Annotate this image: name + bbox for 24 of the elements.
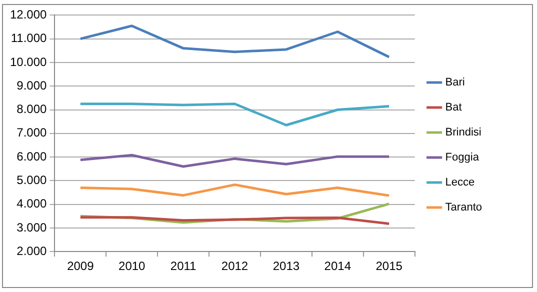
x-tick-label: 2012: [221, 259, 248, 274]
legend-label: Lecce: [445, 176, 475, 189]
x-tick-label: 2009: [67, 259, 94, 274]
y-tick-label: 5.000: [16, 172, 48, 187]
y-tick-label: 12.000: [10, 8, 48, 22]
legend-label: Foggia: [445, 152, 480, 164]
y-tick-label: 10.000: [10, 54, 48, 69]
y-tick-label: 7.000: [16, 126, 48, 140]
y-tick-label: 9.000: [16, 78, 48, 92]
y-tick-label: 8.000: [16, 102, 48, 116]
legend-label: Bat: [445, 102, 462, 114]
y-tick-label: 4.000: [16, 196, 48, 211]
x-tick-label: 2011: [170, 259, 197, 274]
x-tick-label: 2013: [272, 259, 300, 274]
x-tick-label: 2010: [118, 259, 146, 274]
x-tick-label: 2015: [376, 259, 403, 274]
legend-label: Bari: [445, 76, 465, 89]
y-tick-label: 6.000: [16, 149, 48, 164]
y-tick-label: 2.000: [16, 244, 48, 258]
legend-label: Brindisi: [445, 126, 482, 139]
x-tick-label: 2014: [324, 259, 352, 274]
y-tick-label: 11.000: [10, 31, 48, 46]
legend-label: Taranto: [445, 202, 482, 214]
y-tick-label: 3.000: [16, 220, 48, 234]
